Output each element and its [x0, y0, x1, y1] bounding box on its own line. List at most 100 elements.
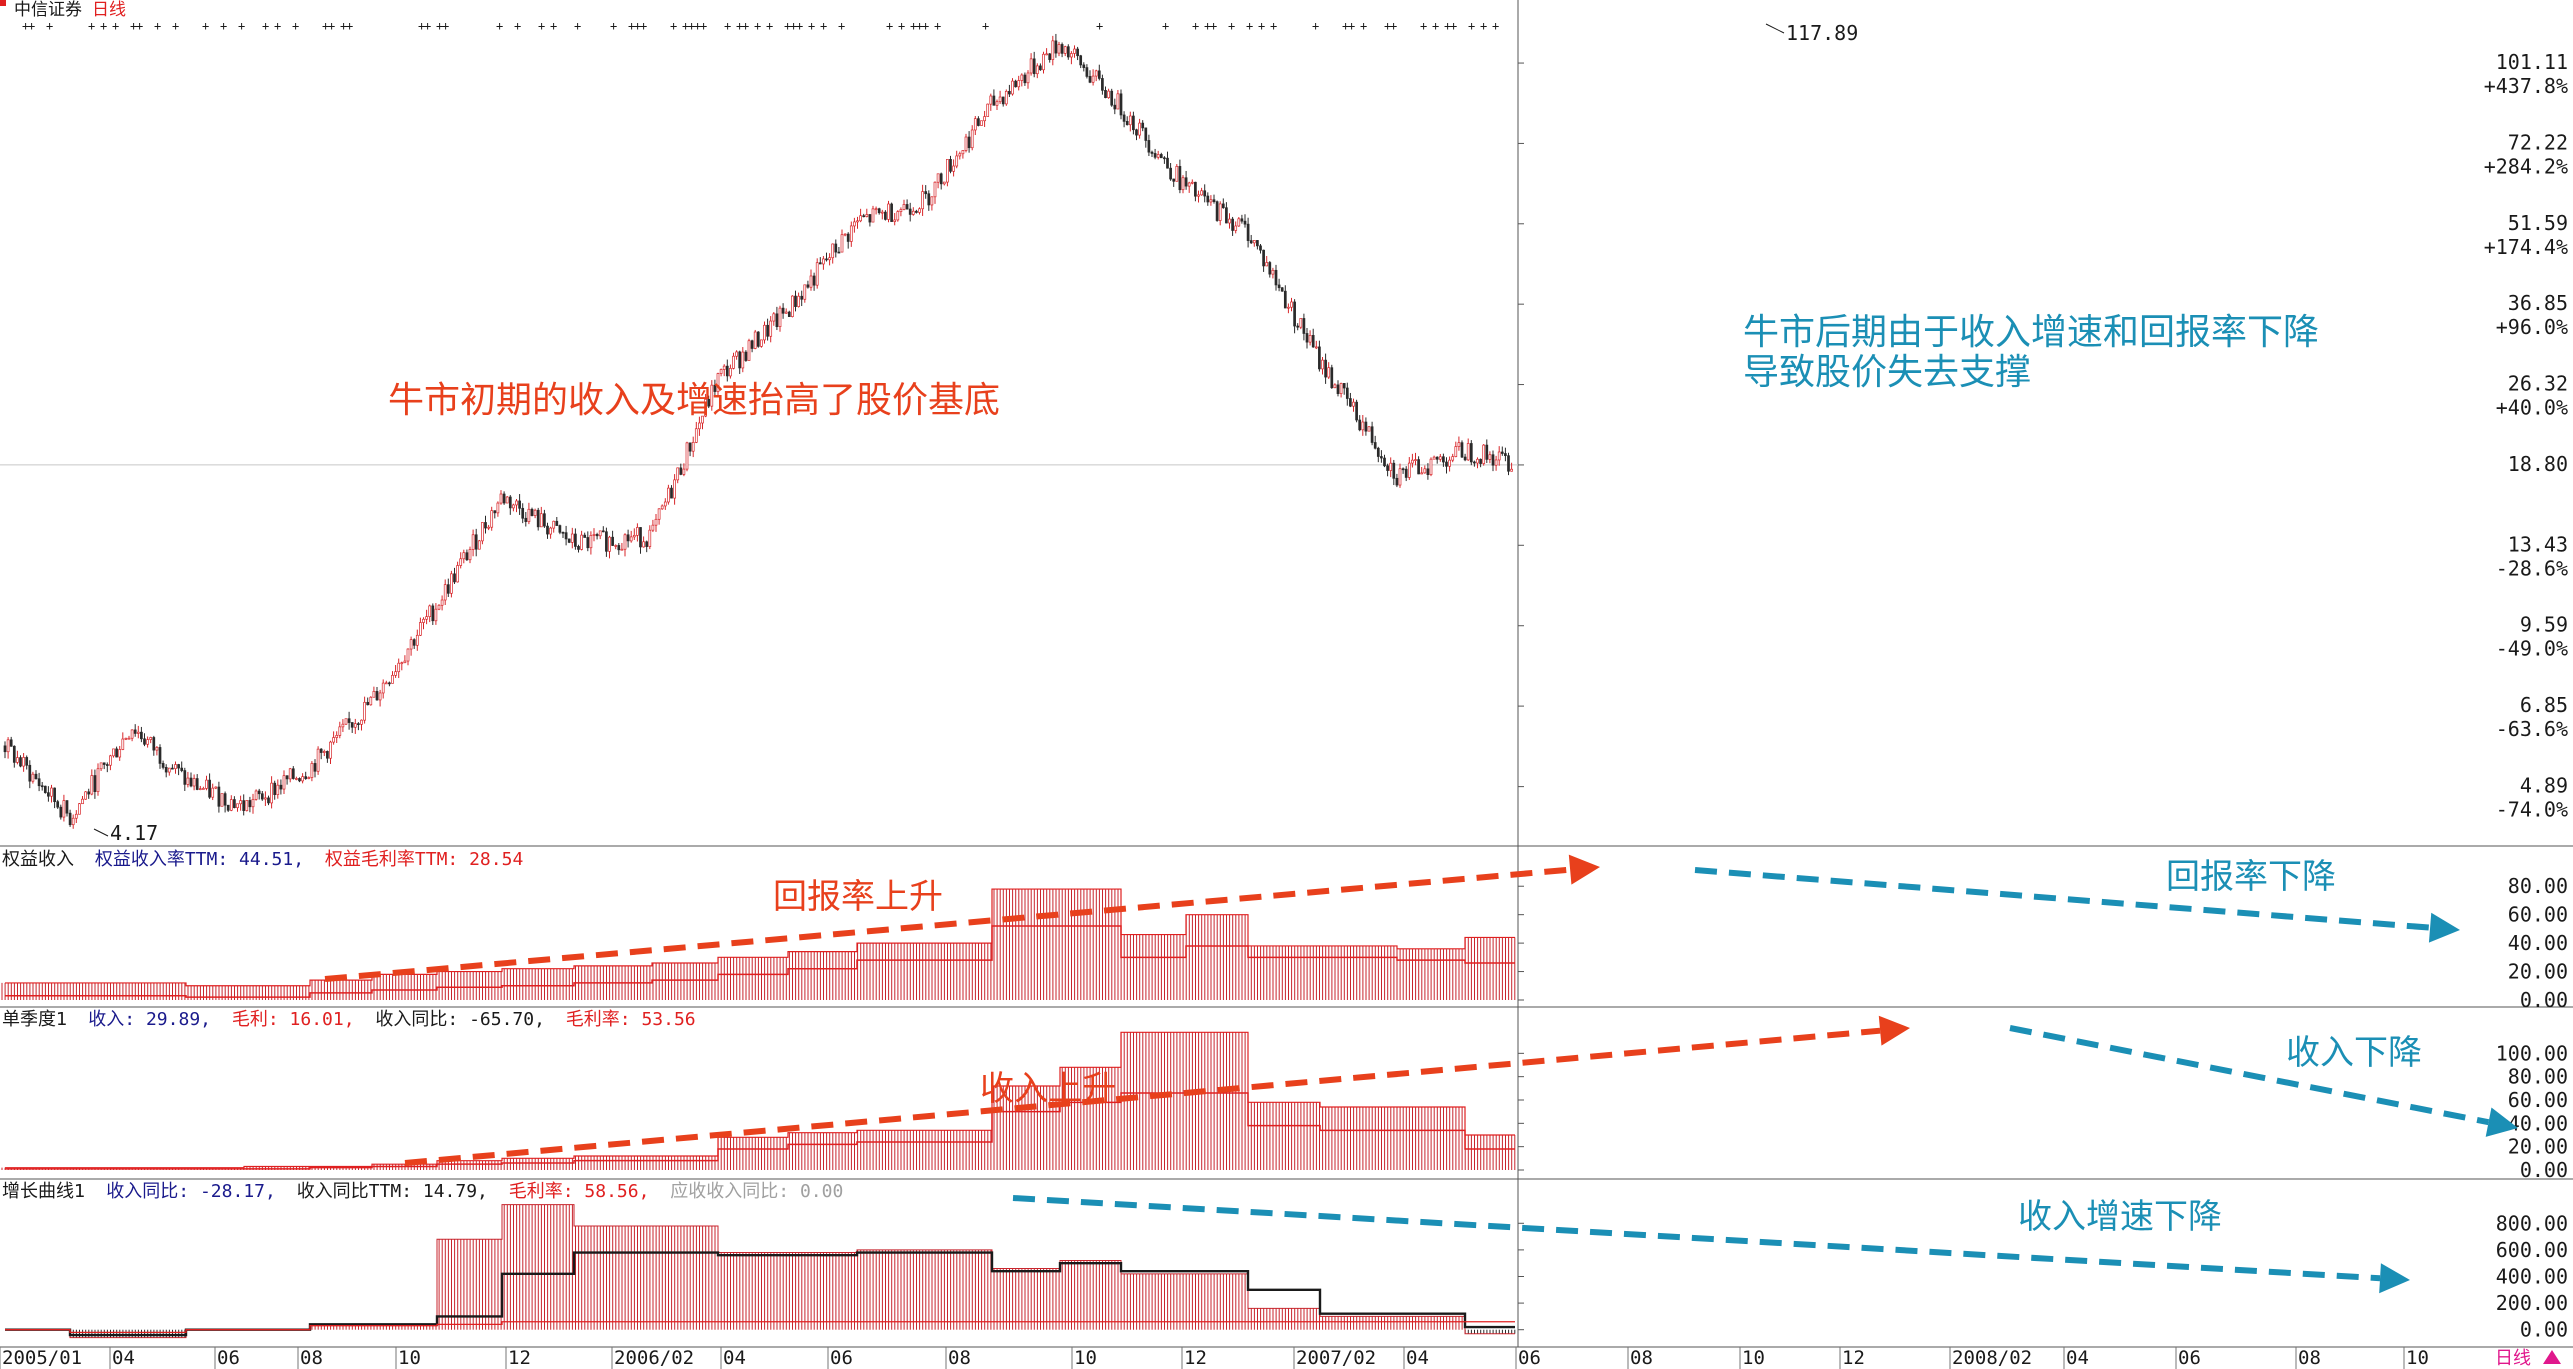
candle-body — [167, 767, 171, 773]
panel-equity-income[interactable] — [1, 888, 1516, 1000]
candle-body — [1163, 157, 1166, 160]
candle-body — [375, 691, 379, 701]
stock-name: 中信证券 — [14, 0, 82, 20]
candle-body — [809, 275, 813, 288]
candle-body — [1001, 96, 1005, 105]
price-chart[interactable]: + + + + + + + + + + + + + + + + + + + + + + + + + + + + + + + + + + + + + + + +… — [0, 19, 1785, 837]
candle-body — [1473, 461, 1476, 464]
candle-body — [518, 500, 521, 509]
event-marker: + — [916, 19, 923, 33]
event-marker: + — [838, 19, 845, 33]
panel-quarterly[interactable] — [1, 1031, 1516, 1170]
pct-tick-label: +40.0% — [2496, 396, 2568, 420]
candle-body — [1389, 462, 1393, 471]
event-marker: + — [424, 19, 431, 33]
candle-body — [815, 262, 819, 286]
candle-body — [787, 311, 791, 317]
candle-body — [304, 776, 308, 779]
panel-tick-label: 60.00 — [2508, 1088, 2568, 1112]
event-marker: + — [238, 19, 245, 33]
event-marker: + — [22, 19, 29, 33]
candle-body — [970, 129, 974, 149]
candle-body — [1507, 455, 1510, 472]
candle-body — [28, 764, 32, 782]
candle-body — [1144, 127, 1148, 141]
candle-body — [12, 745, 16, 763]
candle-body — [180, 767, 184, 771]
time-tick-label: 2007/02 — [1296, 1347, 1376, 1369]
time-tick-label: 10 — [2406, 1347, 2429, 1369]
event-marker: + — [688, 19, 695, 33]
candle-body — [450, 573, 453, 594]
candle-body — [1417, 459, 1420, 475]
candle-body — [99, 762, 103, 770]
candle-body — [285, 775, 289, 780]
candle-body — [65, 800, 69, 814]
candle-body — [936, 173, 940, 183]
triangle-up-icon[interactable] — [2543, 1350, 2561, 1364]
candle-body — [1296, 325, 1300, 328]
event-marker: + — [328, 19, 335, 33]
candle-body — [1256, 240, 1259, 247]
candle-body — [1411, 459, 1414, 464]
pct-tick-label: +437.8% — [2484, 74, 2568, 98]
candle-body — [1097, 70, 1101, 79]
candle-body — [992, 95, 996, 106]
candle-body — [440, 599, 444, 606]
candle-body — [1504, 453, 1507, 457]
candle-body — [1435, 456, 1439, 460]
candle-body — [1454, 446, 1458, 457]
panel-tick-label: 0.00 — [2520, 988, 2568, 1012]
candle-body — [307, 777, 311, 779]
candle-body — [1014, 80, 1017, 88]
candle-body — [1125, 121, 1129, 126]
candle-body — [508, 496, 512, 509]
candle-body — [766, 324, 769, 337]
candle-body — [419, 622, 422, 636]
time-tick-label: 2006/02 — [614, 1347, 694, 1369]
candle-body — [369, 696, 373, 706]
candle-body — [853, 221, 856, 227]
candle-body — [760, 339, 763, 347]
candle-body — [1017, 80, 1021, 88]
candle-body — [391, 675, 394, 684]
candle-body — [1445, 461, 1448, 467]
candle-body — [1370, 426, 1374, 443]
candle-body — [549, 527, 552, 535]
candle-body — [722, 365, 726, 370]
candle-body — [59, 806, 63, 818]
candle-body — [967, 136, 971, 149]
candle-body — [245, 800, 249, 811]
candle-body — [707, 398, 711, 407]
candle-body — [1287, 306, 1290, 309]
candle-body — [756, 331, 760, 347]
period-button[interactable]: 日线 — [2495, 1348, 2531, 1369]
candle-body — [136, 731, 140, 734]
candle-body — [989, 95, 993, 105]
arrow-p1-red-head — [1568, 854, 1600, 885]
candle-body — [1349, 398, 1352, 407]
panel-growth[interactable] — [2, 1204, 1516, 1339]
candle-body — [874, 208, 878, 211]
candle-body — [1283, 290, 1287, 309]
candle-body — [1345, 387, 1349, 399]
price-tick-label: 13.43 — [2508, 532, 2568, 556]
event-marker: + — [172, 19, 179, 33]
panel-equity-income-header: 权益收入 权益收入率TTM: 44.51, 权益毛利率TTM: 28.54 — [2, 849, 523, 870]
candle-body — [415, 634, 419, 646]
candle-body — [632, 534, 636, 538]
candle-body — [335, 735, 339, 738]
candle-body — [592, 534, 596, 536]
event-marker: + — [790, 19, 797, 33]
candle-body — [555, 520, 559, 526]
candle-body — [893, 219, 897, 222]
candle-body — [378, 692, 382, 701]
candle-body — [589, 535, 593, 549]
price-tick-label: 6.85 — [2520, 693, 2568, 717]
candle-body — [825, 258, 828, 261]
candle-body — [1494, 459, 1498, 466]
time-tick-label: 04 — [1406, 1347, 1429, 1369]
candle-body — [50, 787, 53, 797]
candle-body — [1476, 458, 1479, 464]
